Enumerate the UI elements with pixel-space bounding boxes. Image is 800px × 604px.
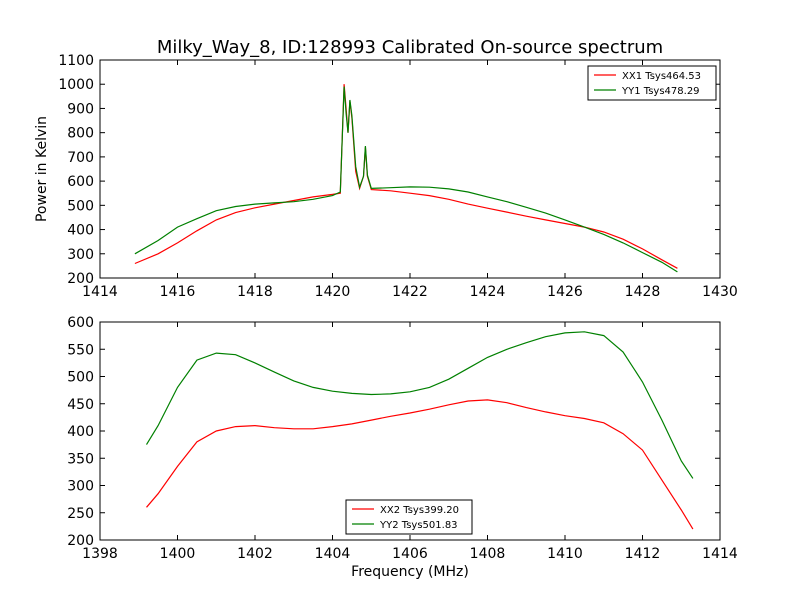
legend-label: YY1 Tsys478.29 — [621, 86, 700, 97]
legend-box-1 — [587, 65, 717, 101]
x-tick-label: 1410 — [547, 546, 583, 562]
y-tick-label: 200 — [67, 533, 94, 549]
x-axis-label: Frequency (MHz) — [351, 564, 469, 580]
series-line-2-1 — [146, 399, 694, 530]
x-tick-label: 1422 — [392, 284, 428, 300]
series-line-1-2 — [134, 86, 678, 273]
y-tick-label: 600 — [67, 315, 94, 331]
x-tick-label: 1430 — [702, 284, 738, 300]
y-tick-label: 700 — [67, 150, 94, 166]
y-tick-label: 800 — [67, 126, 94, 142]
x-tick-label: 1420 — [315, 284, 351, 300]
x-tick-label: 1418 — [237, 284, 273, 300]
y-tick-label: 450 — [67, 397, 94, 413]
y-tick-label: 500 — [67, 198, 94, 214]
y-tick-label: 400 — [67, 223, 94, 239]
y-tick-label: 500 — [67, 370, 94, 386]
y-axis-label: Power in Kelvin — [34, 116, 50, 222]
y-tick-label: 600 — [67, 174, 94, 190]
y-tick-label: 300 — [67, 247, 94, 263]
x-tick-label: 1400 — [160, 546, 196, 562]
x-tick-label: 1414 — [82, 284, 118, 300]
series-line-2-2 — [145, 331, 694, 479]
y-tick-label: 200 — [67, 271, 94, 287]
y-tick-label: 1000 — [58, 77, 94, 93]
y-tick-label: 300 — [67, 479, 94, 495]
x-tick-label: 1424 — [470, 284, 506, 300]
y-tick-label: 400 — [67, 424, 94, 440]
series-line-1-1 — [134, 84, 678, 269]
y-tick-label: 1100 — [58, 53, 94, 69]
x-tick-label: 1398 — [82, 546, 118, 562]
legend-label: XX2 Tsys399.20 — [380, 505, 459, 516]
y-tick-label: 900 — [67, 101, 94, 117]
y-tick-label: 350 — [67, 451, 94, 467]
chart-title: Milky_Way_8, ID:128993 Calibrated On-sou… — [157, 37, 663, 58]
x-tick-label: 1426 — [547, 284, 583, 300]
x-tick-label: 1408 — [470, 546, 506, 562]
x-tick-label: 1428 — [625, 284, 661, 300]
x-tick-label: 1412 — [625, 546, 661, 562]
x-tick-label: 1404 — [315, 546, 351, 562]
y-tick-label: 250 — [67, 506, 94, 522]
y-tick-label: 550 — [67, 342, 94, 358]
legend-box-2 — [345, 499, 473, 535]
x-tick-label: 1414 — [702, 546, 738, 562]
legend-label: YY2 Tsys501.83 — [379, 520, 458, 531]
x-tick-label: 1402 — [237, 546, 273, 562]
x-tick-label: 1416 — [160, 284, 196, 300]
legend-label: XX1 Tsys464.53 — [622, 71, 701, 82]
x-tick-label: 1406 — [392, 546, 428, 562]
